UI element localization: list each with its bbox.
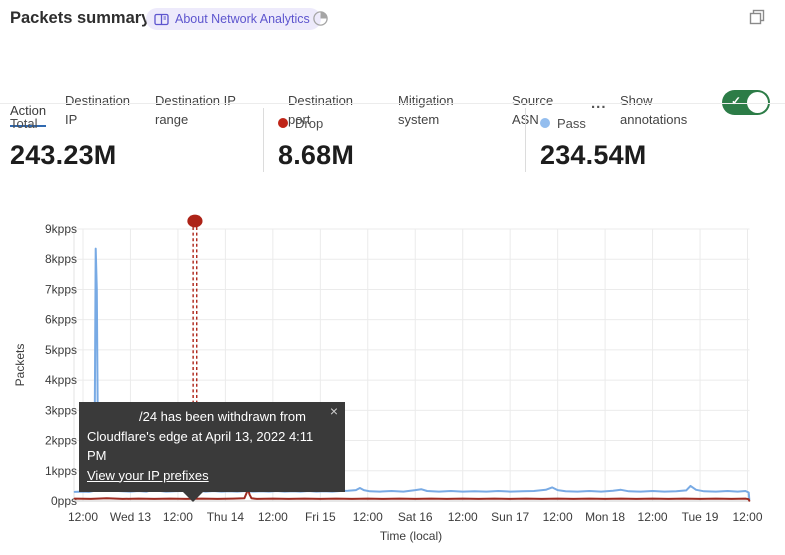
annotation-marker[interactable]: [187, 214, 203, 501]
book-icon: [154, 13, 169, 26]
pass-legend-dot: [540, 118, 550, 128]
svg-text:Thu 14: Thu 14: [207, 510, 245, 524]
stats-divider: [525, 108, 526, 172]
svg-text:5kpps: 5kpps: [45, 343, 77, 357]
pie-chart-icon[interactable]: [312, 10, 329, 32]
tooltip-line-1: /24 has been withdrawn from: [139, 409, 306, 424]
svg-text:Fri 15: Fri 15: [305, 510, 336, 524]
stat-pass: Pass 234.54M: [540, 115, 646, 171]
stat-drop-value: 8.68M: [278, 140, 355, 170]
svg-text:12:00: 12:00: [638, 510, 668, 524]
tab-mitigation-system[interactable]: Mitigation system: [398, 93, 454, 127]
badge-label: About Network Analytics: [175, 12, 310, 26]
drop-legend-dot: [278, 118, 288, 128]
svg-text:1kpps: 1kpps: [45, 464, 77, 478]
svg-text:12:00: 12:00: [353, 510, 383, 524]
svg-text:4kpps: 4kpps: [45, 373, 77, 387]
stat-total-value: 243.23M: [10, 140, 117, 170]
check-icon: ✓: [731, 94, 742, 108]
annotation-dot: [187, 214, 203, 228]
stat-pass-label: Pass: [557, 115, 586, 131]
show-annotations-toggle[interactable]: ✓: [722, 90, 770, 115]
tab-destination-ip-range[interactable]: Destination IP range: [155, 93, 236, 127]
stat-total: Total 243.23M: [10, 115, 116, 171]
axis-tick-labels: 0pps 1kpps 2kpps 3kpps 4kpps 5kpps 6kpps 7kpps 8…: [45, 222, 763, 524]
svg-text:0pps: 0pps: [51, 494, 77, 508]
close-icon[interactable]: ×: [329, 403, 338, 419]
svg-text:3kpps: 3kpps: [45, 403, 77, 417]
tooltip-line-2: Cloudflare's edge at April 13, 2022 4:11…: [87, 428, 314, 464]
svg-text:Mon 18: Mon 18: [585, 510, 625, 524]
about-network-analytics-badge[interactable]: About Network Analytics: [146, 8, 321, 30]
drop-series-line: [73, 487, 751, 502]
svg-text:2kpps: 2kpps: [45, 434, 77, 448]
annotation-tooltip: × /24 has been withdrawn from Cloudflare…: [79, 402, 345, 502]
stat-total-label: Total: [10, 115, 38, 131]
filter-tabs: Action Destination IP Destination IP ran…: [0, 44, 785, 127]
svg-text:8kpps: 8kpps: [45, 252, 77, 266]
svg-text:12:00: 12:00: [163, 510, 193, 524]
toggle-knob: [747, 92, 768, 113]
stat-drop-label: Drop: [295, 115, 324, 131]
x-axis-title: Time (local): [379, 529, 443, 543]
svg-text:12:00: 12:00: [258, 510, 288, 524]
view-ip-prefixes-link[interactable]: View your IP prefixes: [87, 467, 209, 483]
svg-text:12:00: 12:00: [732, 510, 762, 524]
stat-drop: Drop 8.68M: [278, 115, 354, 171]
svg-text:Sun 17: Sun 17: [491, 510, 529, 524]
tab-destination-ip[interactable]: Destination IP: [65, 93, 131, 127]
svg-text:Tue 19: Tue 19: [682, 510, 719, 524]
tab-action[interactable]: Action: [10, 101, 47, 127]
svg-text:Sat 16: Sat 16: [398, 510, 433, 524]
stat-pass-value: 234.54M: [540, 140, 647, 170]
svg-text:7kpps: 7kpps: [45, 282, 77, 296]
svg-text:12:00: 12:00: [543, 510, 573, 524]
tooltip-arrow: [182, 491, 204, 502]
stats-divider: [263, 108, 264, 172]
y-axis-title: Packets: [13, 343, 27, 387]
stats-row: Total 243.23M Drop 8.68M Pass 234.54M: [0, 103, 785, 180]
svg-text:9kpps: 9kpps: [45, 222, 77, 236]
svg-text:6kpps: 6kpps: [45, 313, 77, 327]
svg-text:12:00: 12:00: [68, 510, 98, 524]
show-annotations-label: Show annotations: [620, 93, 688, 127]
expand-window-icon[interactable]: [748, 8, 766, 31]
page-title: Packets summary: [10, 9, 151, 27]
tab-destination-port[interactable]: Destination port: [288, 93, 354, 127]
svg-text:12:00: 12:00: [448, 510, 478, 524]
svg-text:Wed 13: Wed 13: [110, 510, 151, 524]
